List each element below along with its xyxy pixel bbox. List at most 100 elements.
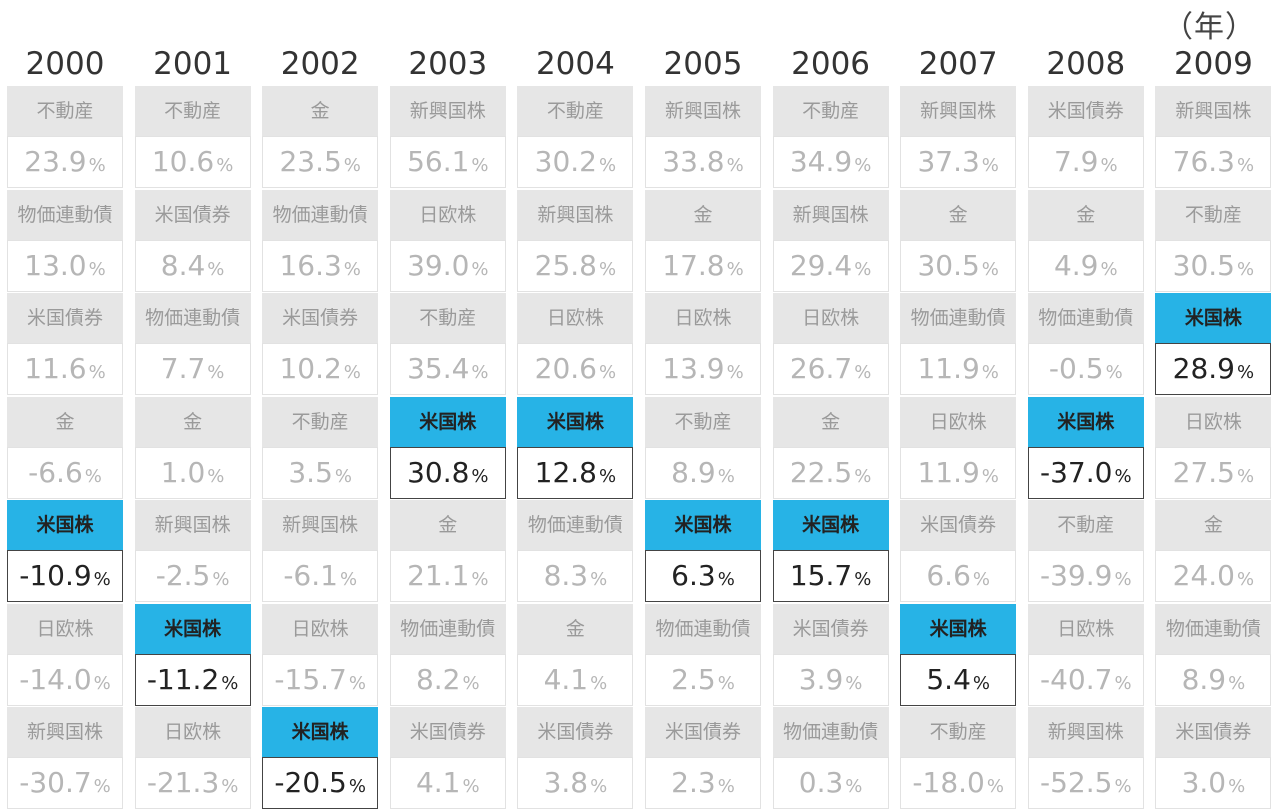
percent-suffix: % bbox=[1228, 672, 1246, 694]
return-number: 3.9 bbox=[798, 662, 844, 696]
asset-label: 日欧株 bbox=[7, 603, 123, 654]
percent-suffix: % bbox=[207, 362, 225, 383]
return-number: 30.5 bbox=[1172, 248, 1235, 282]
return-number: 3.5 bbox=[288, 455, 333, 489]
return-value: 7.9% bbox=[1027, 136, 1144, 188]
return-number: 8.9 bbox=[671, 455, 716, 489]
return-number: 30.5 bbox=[917, 248, 980, 282]
percent-suffix: % bbox=[1237, 362, 1255, 383]
percent-suffix: % bbox=[348, 776, 366, 797]
return-number: 6.3 bbox=[671, 559, 716, 592]
asset-label: 物価連動債 bbox=[7, 189, 123, 240]
return-number: 8.2 bbox=[415, 662, 461, 696]
highlight-asset-label: 米国株 bbox=[517, 396, 634, 447]
return-value: 8.4% bbox=[134, 239, 251, 292]
return-number: 76.3 bbox=[1172, 145, 1235, 178]
year-header: 2008 bbox=[1046, 46, 1126, 82]
return-number: 2.3 bbox=[671, 766, 716, 799]
percent-suffix: % bbox=[221, 672, 239, 694]
asset-label: 米国債券 bbox=[900, 500, 1017, 550]
asset-label: 米国債券 bbox=[262, 293, 379, 343]
return-value: 10.2% bbox=[262, 343, 379, 395]
asset-label: 不動産 bbox=[134, 86, 251, 136]
percent-suffix: % bbox=[1114, 465, 1132, 487]
return-number: -20.5 bbox=[274, 766, 347, 799]
return-number: -37.0 bbox=[1040, 455, 1113, 489]
percent-suffix: % bbox=[462, 672, 480, 694]
return-value: -18.0% bbox=[900, 757, 1017, 809]
percent-suffix: % bbox=[339, 569, 358, 590]
asset-label: 不動産 bbox=[900, 707, 1017, 757]
asset-label: 日欧株 bbox=[772, 293, 889, 343]
percent-suffix: % bbox=[348, 672, 366, 694]
highlight-return-value: 5.4% bbox=[900, 653, 1017, 706]
percent-suffix: % bbox=[972, 569, 990, 590]
percent-suffix: % bbox=[717, 672, 735, 694]
asset-label: 新興国株 bbox=[772, 189, 889, 240]
return-number: 24.0 bbox=[1172, 559, 1235, 592]
return-value: -2.5% bbox=[134, 550, 251, 602]
return-number: 3.0 bbox=[1181, 766, 1227, 799]
return-value: 8.2% bbox=[389, 653, 506, 706]
asset-label: 新興国株 bbox=[7, 707, 123, 757]
highlight-return-value: -10.9% bbox=[7, 550, 123, 602]
return-number: -14.0 bbox=[19, 662, 92, 696]
percent-suffix: % bbox=[1228, 776, 1246, 797]
year-header: 2005 bbox=[663, 46, 743, 82]
return-number: 35.4 bbox=[407, 352, 470, 385]
percent-suffix: % bbox=[599, 258, 617, 280]
percent-suffix: % bbox=[1114, 672, 1132, 694]
return-value: 1.0% bbox=[134, 446, 251, 499]
year-header: 2000 bbox=[25, 46, 105, 82]
asset-label: 金 bbox=[772, 396, 889, 447]
return-number: 30.2 bbox=[534, 145, 597, 178]
percent-suffix: % bbox=[1237, 155, 1255, 176]
percent-suffix: % bbox=[854, 155, 872, 176]
return-value: -0.5% bbox=[1027, 343, 1144, 395]
percent-suffix: % bbox=[88, 155, 106, 176]
return-value: 29.4% bbox=[772, 239, 889, 292]
asset-label: 金 bbox=[517, 603, 634, 654]
return-number: -0.5 bbox=[1048, 352, 1104, 385]
percent-suffix: % bbox=[216, 155, 234, 176]
asset-label: 金 bbox=[262, 86, 379, 136]
asset-label: 不動産 bbox=[389, 293, 506, 343]
return-value: 56.1% bbox=[389, 136, 506, 188]
highlight-return-value: 30.8% bbox=[389, 446, 506, 499]
percent-suffix: % bbox=[981, 362, 999, 383]
percent-suffix: % bbox=[84, 465, 102, 487]
year-header: 2009 bbox=[1173, 46, 1253, 82]
highlight-asset-label: 米国株 bbox=[7, 500, 123, 550]
asset-label: 米国債券 bbox=[645, 707, 761, 757]
asset-label: 日欧株 bbox=[645, 293, 761, 343]
return-value: 34.9% bbox=[772, 136, 889, 188]
return-value: 2.5% bbox=[645, 653, 761, 706]
percent-suffix: % bbox=[590, 776, 608, 797]
highlight-asset-label: 米国株 bbox=[645, 500, 761, 550]
year-header: 2002 bbox=[280, 46, 360, 82]
return-number: 30.8 bbox=[407, 455, 470, 489]
return-value: -14.0% bbox=[7, 653, 123, 706]
return-number: 5.4 bbox=[926, 662, 971, 696]
return-value: 26.7% bbox=[772, 343, 889, 395]
return-number: 13.9 bbox=[662, 352, 725, 385]
highlight-return-value: -11.2% bbox=[134, 653, 251, 706]
return-value: -21.3% bbox=[134, 757, 251, 809]
return-value: 2.3% bbox=[645, 757, 761, 809]
return-value: -52.5% bbox=[1027, 757, 1144, 809]
asset-label: 物価連動債 bbox=[134, 293, 251, 343]
percent-suffix: % bbox=[221, 776, 239, 797]
return-value: 76.3% bbox=[1155, 136, 1272, 188]
percent-suffix: % bbox=[726, 155, 744, 176]
return-number: 8.4 bbox=[160, 248, 206, 282]
highlight-asset-label: 米国株 bbox=[262, 707, 379, 757]
percent-suffix: % bbox=[986, 776, 1004, 797]
asset-label: 物価連動債 bbox=[772, 707, 889, 757]
asset-label: 物価連動債 bbox=[1155, 603, 1272, 654]
return-number: 3.8 bbox=[543, 766, 589, 799]
return-number: 34.9 bbox=[789, 145, 853, 178]
asset-label: 金 bbox=[1027, 189, 1144, 240]
return-number: -15.7 bbox=[274, 662, 347, 696]
asset-label: 不動産 bbox=[1155, 189, 1272, 240]
unit-label: （年） bbox=[1163, 10, 1256, 45]
